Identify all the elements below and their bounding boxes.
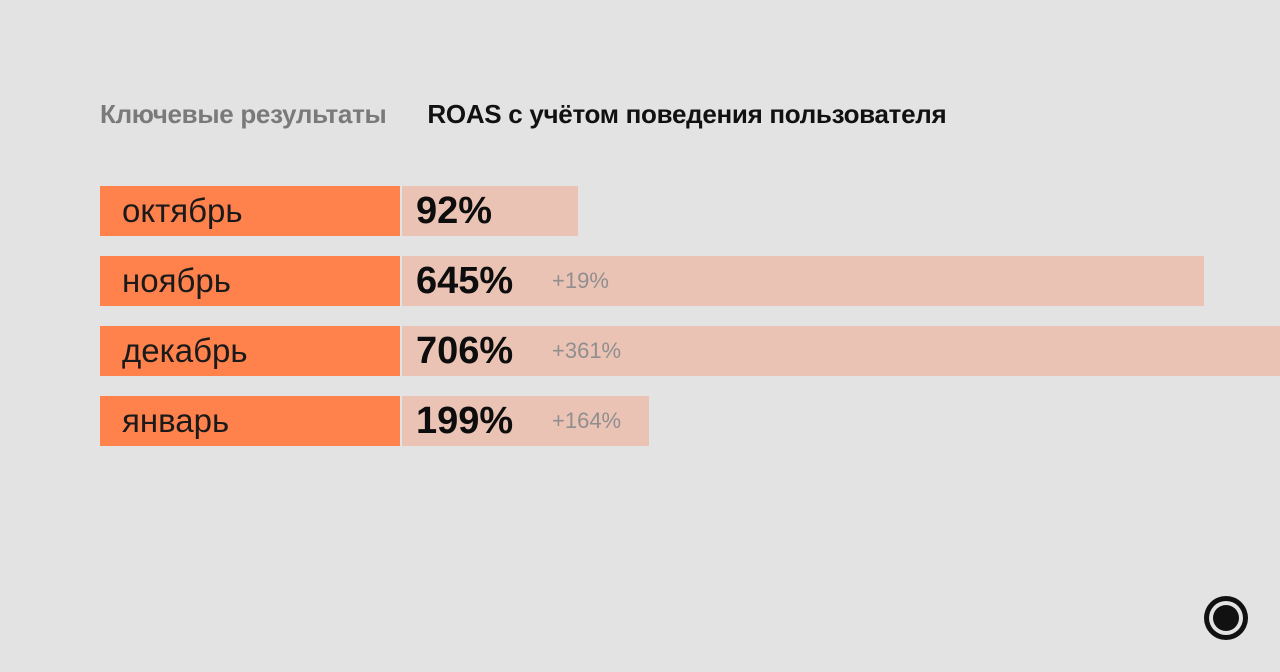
value-label: 92%	[416, 190, 493, 232]
value-label: 645%	[416, 260, 514, 302]
category-cell	[100, 256, 400, 306]
category-label: октябрь	[122, 192, 243, 229]
delta-label: +361%	[552, 338, 622, 363]
value-bar	[402, 256, 1205, 306]
ring-dot-logo-icon	[1204, 596, 1248, 640]
category-label: ноябрь	[122, 262, 231, 299]
value-bar	[402, 326, 1280, 376]
section-label: Ключевые результаты	[100, 98, 387, 129]
delta-label: +164%	[552, 408, 622, 433]
category-cell	[100, 326, 400, 376]
value-label: 706%	[416, 330, 514, 372]
chart-title: ROAS с учётом поведения пользователя	[427, 98, 947, 129]
category-cell	[100, 396, 400, 446]
category-label: январь	[122, 402, 230, 439]
value-bar	[402, 186, 578, 236]
delta-label: +19%	[552, 268, 609, 293]
value-bar	[402, 396, 650, 446]
value-label: 199%	[416, 400, 514, 442]
category-cell	[100, 186, 400, 236]
chart-header: Ключевые результаты ROAS с учётом поведе…	[100, 96, 947, 132]
category-label: декабрь	[122, 332, 248, 369]
